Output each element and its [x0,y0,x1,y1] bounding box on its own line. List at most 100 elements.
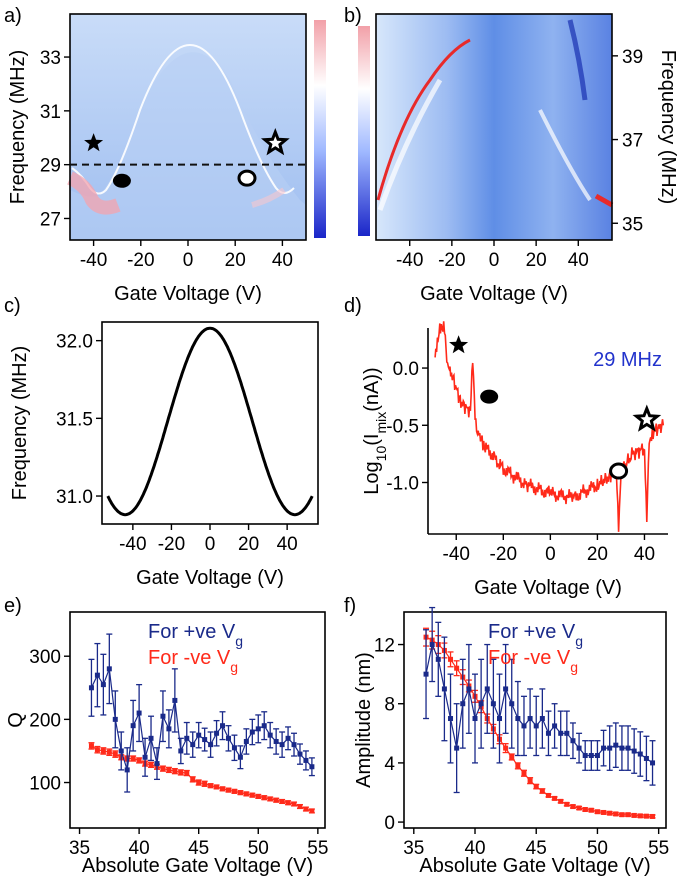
y-axis-label: Frequency (MHz) [9,346,31,500]
x-tick-label: 20 [238,534,259,555]
legend-entry-0: For +ve Vg [488,621,583,649]
y-tick-label: 27 [40,209,61,230]
panel-label-d: d) [344,295,362,317]
legend-entry-1: For -ve Vg [488,647,578,675]
marker-filled-circle-1 [480,389,499,404]
x-tick-label: 35 [69,838,90,859]
x-tick-label: 50 [248,838,269,859]
y-tick-label: -1.0 [386,474,419,495]
colorbar-a [314,20,326,238]
y-tick-label: 0.0 [393,359,419,380]
y-axis-label: Log10(Imix(nA)) [361,367,389,494]
x-tick-label: 45 [526,838,547,859]
heatmap-a-red-feature [66,171,121,215]
y-tick-label: 0 [384,813,395,834]
y-tick-label: 4 [384,754,395,775]
y-tick-label: 200 [29,710,61,731]
chart-f: 35 40 45 50 55 0 4 8 12 Absolute Gate Voltage (V)… [353,606,669,877]
marker-open-star-3 [260,127,290,156]
x-tick-label: -20 [127,250,154,271]
heatmap-b-red-curve [376,38,471,201]
x-tick-label: 40 [129,838,150,859]
series-line-0 [90,668,313,771]
frequency-model-curve [106,326,314,517]
heatmap-b-red-edge [594,193,614,208]
x-tick-label: 0 [205,534,216,555]
panel-b-heatmap [358,14,614,240]
y-axis-label: Q [5,712,27,728]
panel-label-a: a) [4,5,22,27]
data-point [650,813,656,819]
x-tick-label: 40 [464,838,485,859]
heatmap-a-lower-band [70,52,306,240]
marker-open-circle-2 [237,169,257,187]
chart-e: 35 40 45 50 55 100 200 300 Absolute Gate Voltage… [5,611,328,877]
x-axis-label: Gate Voltage (V) [114,283,262,305]
y-axis-label: Amplitude (nm) [353,652,375,788]
colorbar-b [358,26,370,236]
panel-label-f: f) [344,595,356,617]
y-tick-label: 100 [29,774,61,795]
x-tick-label: 40 [568,250,589,271]
data-point [423,671,429,677]
y-tick-label: 31.0 [56,487,93,508]
x-tick-label: 40 [272,250,293,271]
chart-c: -40 -20 0 20 40 31.0 31.5 32.0 Gate Voltage (V) F… [9,321,319,589]
x-axis-label: Absolute Gate Voltage (V) [419,855,650,877]
y-tick-label: 37 [622,131,643,152]
data-point [650,760,656,766]
x-tick-label: -40 [80,250,107,271]
y-tick-label: 31 [40,102,61,123]
x-tick-label: 45 [188,838,209,859]
x-tick-label: 55 [648,838,669,859]
x-axis-label: Gate Voltage (V) [474,577,622,599]
y-tick-label: -0.5 [386,416,419,437]
data-point [309,764,315,770]
data-point [309,808,315,814]
panel-label-e: e) [4,595,22,617]
legend-entry-1: For -ve Vg [148,647,238,675]
marker-open-star-3 [632,404,662,432]
x-tick-label: 0 [545,544,556,565]
x-tick-label: 35 [403,838,424,859]
x-tick-label: -40 [443,544,470,565]
y-tick-label: 32.0 [56,332,93,353]
y-tick-label: 12 [374,636,395,657]
y-tick-label: 35 [622,214,643,235]
y-axis-label: Frequency (MHz) [7,50,29,204]
panel-label-b: b) [344,5,362,27]
chart-a-axes: -40 -20 0 20 40 27 29 31 33 Gate Voltage (V) Frequ… [7,13,307,305]
y-axis-label: Frequency (MHz) [657,50,679,204]
marker-open-circle-2 [609,462,629,480]
marker-filled-star-0 [449,335,469,354]
x-tick-label: -20 [438,250,465,271]
x-tick-label: 50 [587,838,608,859]
y-tick-label: 33 [40,48,61,69]
frequency-annotation: 29 MHz [593,349,662,371]
heatmap-b-white-curve [377,78,443,211]
x-tick-label: -20 [158,534,185,555]
x-tick-label: 20 [225,250,246,271]
x-axis-label: Absolute Gate Voltage (V) [82,855,313,877]
marker-filled-circle-1 [112,173,131,188]
x-tick-label: 0 [489,250,500,271]
y-tick-label: 31.5 [56,409,93,430]
series-line-1 [425,636,653,818]
x-tick-label: 40 [277,534,298,555]
chart-b-axes: -40 -20 0 20 40 35 37 39 Gate Voltage (V) Frequen… [375,13,679,305]
panel-a-heatmap [66,14,326,240]
series-line-0 [425,642,653,764]
x-tick-label: -40 [396,250,423,271]
x-tick-label: -40 [119,534,146,555]
x-axis-label: Gate Voltage (V) [136,567,284,589]
plot-frame [403,611,667,829]
x-tick-label: 55 [307,838,328,859]
chart-d: -40 -20 0 20 40 0.0 -0.5 -1.0 Gate Voltage (V) Lo… [361,321,668,599]
x-axis-label: Gate Voltage (V) [420,283,568,305]
x-tick-label: -20 [490,544,517,565]
heatmap-b-right-curve [538,109,592,202]
plot-frame [69,611,326,829]
x-tick-label: 20 [587,544,608,565]
heatmap-b-dark-streak [567,19,588,101]
